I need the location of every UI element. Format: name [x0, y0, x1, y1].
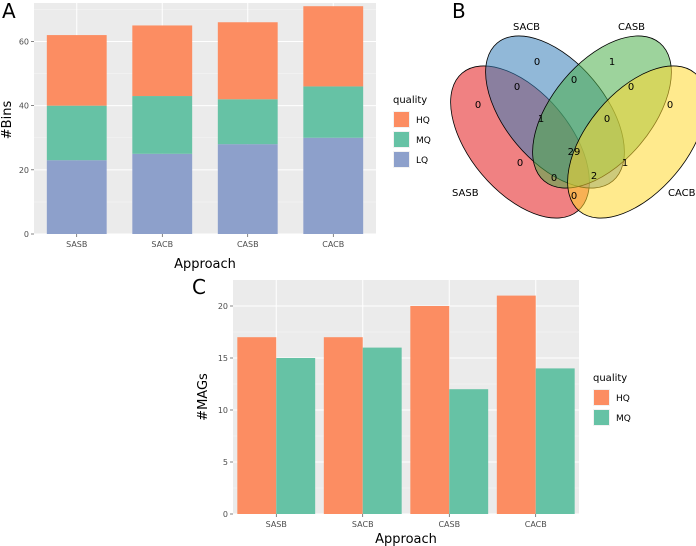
- bar-mq-casb: [217, 99, 278, 145]
- legend-title: quality: [593, 373, 627, 384]
- x-tick-label: SASB: [66, 240, 87, 249]
- panel-a-x-axis-title: Approach: [174, 257, 236, 272]
- bar-lq-sacb: [132, 153, 193, 234]
- x-tick-label: SACB: [151, 240, 173, 249]
- panel-label-c: C: [192, 275, 206, 299]
- x-tick-label: CACB: [322, 240, 344, 249]
- bar-mq-sasb: [46, 105, 107, 161]
- panel-c-legend: quality HQ MQ: [593, 373, 631, 426]
- bar-mq-cacb: [535, 368, 575, 514]
- venn-region-casb-only: 1: [609, 57, 615, 68]
- panel-c-y-ticks: 0 5 10 15 20: [218, 302, 233, 519]
- bar-hq-cacb: [496, 295, 536, 514]
- x-tick-label: CACB: [525, 520, 547, 529]
- bar-lq-cacb: [303, 137, 364, 234]
- venn-region-sasb-sacb-casb: 1: [538, 114, 544, 125]
- venn-region-sacb-cacb: 1: [622, 158, 628, 169]
- bar-hq-sacb: [323, 337, 363, 514]
- bar-hq-sasb: [46, 35, 107, 106]
- legend-label-hq: HQ: [416, 116, 430, 126]
- panel-a-legend: quality HQ MQ LQ: [393, 95, 431, 168]
- y-tick-label: 5: [223, 458, 228, 467]
- legend-swatch-lq: [394, 152, 409, 167]
- venn-region-sacb-casb: 0: [571, 75, 577, 86]
- y-tick-label: 40: [19, 102, 29, 111]
- bar-mq-casb: [449, 389, 489, 514]
- venn-region-sacb-only: 0: [534, 57, 540, 68]
- panel-label-a: A: [2, 0, 16, 23]
- y-tick-label: 15: [218, 354, 228, 363]
- y-tick-label: 20: [19, 166, 29, 175]
- bar-mq-sacb: [362, 347, 402, 514]
- bar-hq-cacb: [303, 6, 364, 87]
- bar-mq-sasb: [276, 358, 316, 514]
- bar-hq-casb: [410, 306, 450, 514]
- x-tick-label: SASB: [266, 520, 287, 529]
- legend-swatch-hq: [394, 112, 409, 127]
- venn-label-casb: CASB: [618, 22, 645, 33]
- panel-c-y-axis-title: #MAGs: [196, 373, 211, 421]
- y-tick-label: 0: [223, 510, 228, 519]
- bar-hq-casb: [217, 22, 278, 100]
- venn-region-sasb-sacb: 0: [514, 82, 520, 93]
- legend-label-lq: LQ: [416, 156, 428, 166]
- venn-region-sasb-cacb: 0: [571, 191, 577, 202]
- venn-diagram: SACB CASB SASB CACB 0 0 1 0 0 0 0 1 0 29…: [450, 22, 696, 219]
- panel-a-y-ticks: 0 20 40 60: [19, 38, 34, 239]
- venn-region-sacb-casb-cacb: 0: [604, 114, 610, 125]
- panel-c-x-ticks: SASB SACB CASB CACB: [266, 514, 547, 529]
- legend-label-mq: MQ: [616, 414, 631, 424]
- y-tick-label: 20: [218, 302, 228, 311]
- venn-region-sasb-casb-cacb: 0: [551, 173, 557, 184]
- venn-set-cacb: [567, 65, 696, 219]
- venn-region-cacb-only: 0: [667, 100, 673, 111]
- bar-mq-sacb: [132, 96, 193, 154]
- panel-c-bars: [237, 295, 575, 514]
- legend-label-mq: MQ: [416, 136, 431, 146]
- bar-hq-sasb: [237, 337, 277, 514]
- bar-lq-casb: [217, 144, 278, 234]
- legend-swatch-mq: [594, 410, 609, 425]
- panel-label-b: B: [452, 0, 466, 23]
- bar-hq-sacb: [132, 25, 193, 97]
- venn-label-sasb: SASB: [452, 188, 479, 199]
- legend-label-hq: HQ: [616, 394, 630, 404]
- x-tick-label: CASB: [438, 520, 460, 529]
- y-tick-label: 0: [24, 230, 29, 239]
- x-tick-label: CASB: [237, 240, 259, 249]
- venn-label-cacb: CACB: [668, 188, 696, 199]
- y-tick-label: 10: [218, 406, 228, 415]
- venn-region-sasb-casb: 0: [517, 158, 523, 169]
- x-tick-label: SACB: [352, 520, 374, 529]
- panel-c-x-axis-title: Approach: [375, 532, 437, 546]
- panel-a-x-ticks: SASB SACB CASB CACB: [66, 234, 344, 249]
- legend-swatch-hq: [594, 390, 609, 405]
- venn-label-sacb: SACB: [513, 22, 540, 33]
- legend-swatch-mq: [394, 132, 409, 147]
- y-tick-label: 60: [19, 38, 29, 47]
- bar-lq-sasb: [46, 160, 107, 234]
- legend-title: quality: [393, 95, 427, 106]
- venn-region-sasb-only: 0: [475, 100, 481, 111]
- venn-region-sasb-sacb-cacb: 2: [591, 171, 597, 182]
- venn-region-all: 29: [568, 147, 581, 158]
- bar-mq-cacb: [303, 86, 364, 138]
- panel-a-y-axis-title: #Bins: [0, 101, 15, 140]
- panel-a-bars: [46, 6, 364, 234]
- venn-region-casb-cacb: 0: [628, 82, 634, 93]
